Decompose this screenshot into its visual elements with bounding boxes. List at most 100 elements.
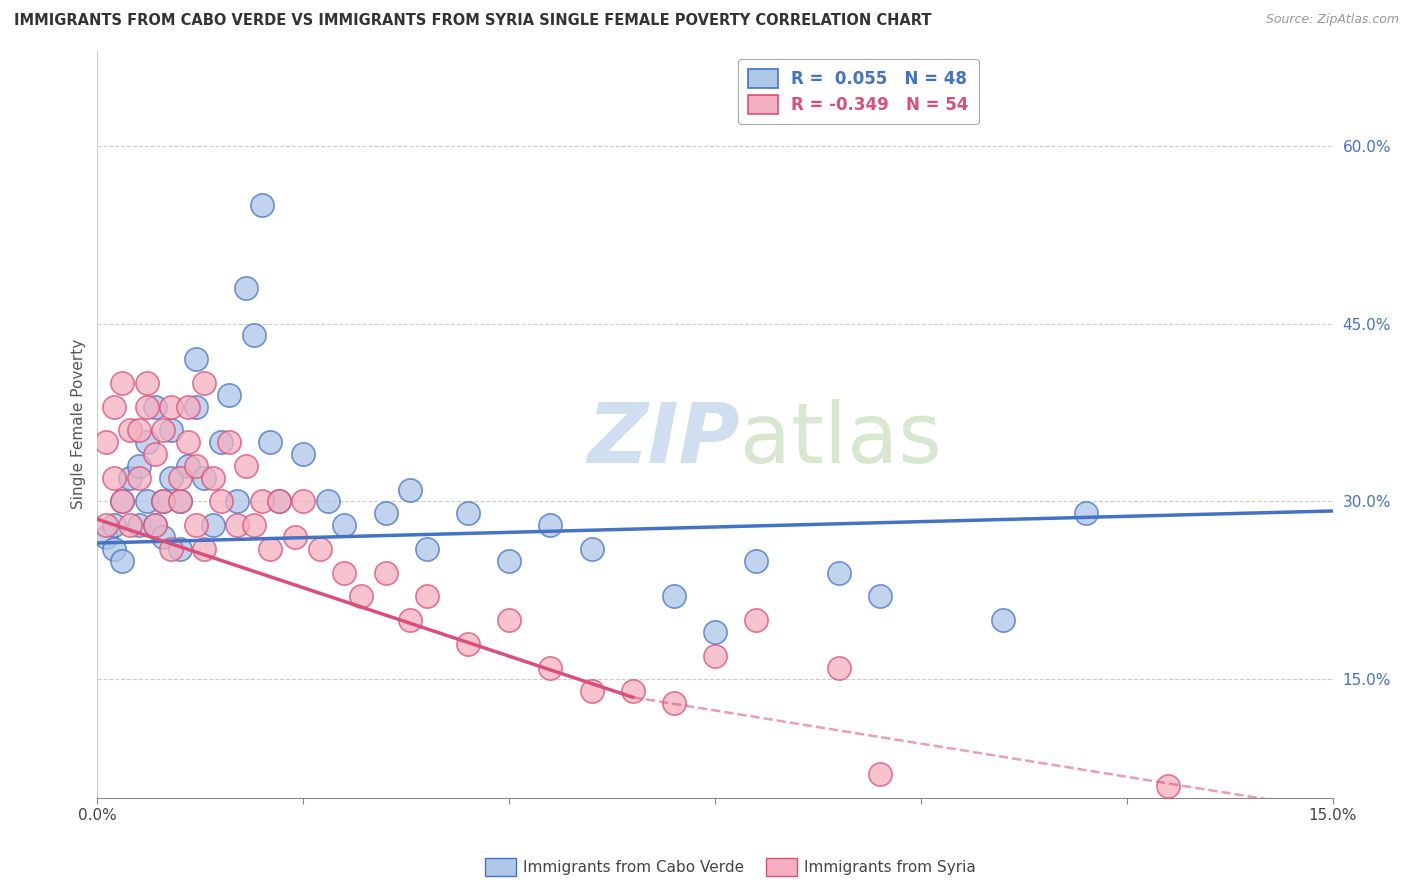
- Point: [186, 518, 208, 533]
- Point: [581, 684, 603, 698]
- Point: [745, 613, 768, 627]
- Point: [143, 447, 166, 461]
- Point: [128, 458, 150, 473]
- Point: [235, 281, 257, 295]
- Point: [399, 613, 422, 627]
- Point: [284, 530, 307, 544]
- Point: [292, 447, 315, 461]
- Point: [177, 400, 200, 414]
- Point: [128, 518, 150, 533]
- Point: [160, 541, 183, 556]
- Point: [169, 494, 191, 508]
- Point: [120, 423, 142, 437]
- Point: [143, 518, 166, 533]
- Point: [103, 518, 125, 533]
- Point: [1157, 779, 1180, 793]
- Point: [160, 471, 183, 485]
- Point: [160, 400, 183, 414]
- Point: [201, 518, 224, 533]
- Y-axis label: Single Female Poverty: Single Female Poverty: [72, 339, 86, 509]
- Point: [135, 376, 157, 390]
- Text: ZIP: ZIP: [588, 399, 740, 480]
- Point: [152, 494, 174, 508]
- Point: [135, 400, 157, 414]
- Text: Immigrants from Syria: Immigrants from Syria: [804, 860, 976, 874]
- Point: [226, 518, 249, 533]
- Point: [621, 684, 644, 698]
- Point: [169, 541, 191, 556]
- Point: [193, 471, 215, 485]
- Point: [193, 376, 215, 390]
- Point: [135, 494, 157, 508]
- Point: [250, 494, 273, 508]
- Point: [374, 566, 396, 580]
- Point: [827, 566, 849, 580]
- Point: [143, 518, 166, 533]
- Point: [399, 483, 422, 497]
- Point: [128, 471, 150, 485]
- Point: [94, 518, 117, 533]
- Legend: R =  0.055   N = 48, R = -0.349   N = 54: R = 0.055 N = 48, R = -0.349 N = 54: [738, 59, 979, 124]
- Point: [177, 435, 200, 450]
- Point: [457, 506, 479, 520]
- Point: [226, 494, 249, 508]
- Point: [250, 198, 273, 212]
- Point: [316, 494, 339, 508]
- Point: [292, 494, 315, 508]
- Point: [152, 530, 174, 544]
- Point: [94, 435, 117, 450]
- Point: [869, 590, 891, 604]
- Point: [218, 435, 240, 450]
- Point: [457, 637, 479, 651]
- Point: [103, 541, 125, 556]
- Point: [704, 624, 727, 639]
- Point: [416, 541, 439, 556]
- Point: [186, 400, 208, 414]
- Point: [581, 541, 603, 556]
- Text: IMMIGRANTS FROM CABO VERDE VS IMMIGRANTS FROM SYRIA SINGLE FEMALE POVERTY CORREL: IMMIGRANTS FROM CABO VERDE VS IMMIGRANTS…: [14, 13, 932, 29]
- Point: [120, 471, 142, 485]
- Point: [350, 590, 373, 604]
- Point: [498, 613, 520, 627]
- Point: [152, 494, 174, 508]
- Point: [218, 388, 240, 402]
- Point: [662, 696, 685, 710]
- Point: [169, 471, 191, 485]
- Point: [160, 423, 183, 437]
- Point: [177, 458, 200, 473]
- Point: [111, 554, 134, 568]
- Point: [103, 471, 125, 485]
- Point: [662, 590, 685, 604]
- Point: [103, 400, 125, 414]
- Point: [267, 494, 290, 508]
- Point: [209, 494, 232, 508]
- Point: [869, 767, 891, 781]
- Point: [152, 423, 174, 437]
- Point: [538, 660, 561, 674]
- Point: [111, 494, 134, 508]
- Point: [111, 376, 134, 390]
- Point: [259, 435, 281, 450]
- Point: [243, 518, 266, 533]
- Point: [201, 471, 224, 485]
- Point: [235, 458, 257, 473]
- Point: [267, 494, 290, 508]
- Point: [135, 435, 157, 450]
- Point: [259, 541, 281, 556]
- Point: [186, 352, 208, 367]
- Point: [993, 613, 1015, 627]
- Point: [193, 541, 215, 556]
- Point: [827, 660, 849, 674]
- Point: [120, 518, 142, 533]
- Point: [333, 566, 356, 580]
- Point: [143, 400, 166, 414]
- Point: [498, 554, 520, 568]
- Point: [128, 423, 150, 437]
- Point: [538, 518, 561, 533]
- Point: [374, 506, 396, 520]
- Text: Source: ZipAtlas.com: Source: ZipAtlas.com: [1265, 13, 1399, 27]
- Point: [169, 494, 191, 508]
- Point: [333, 518, 356, 533]
- Point: [745, 554, 768, 568]
- Point: [209, 435, 232, 450]
